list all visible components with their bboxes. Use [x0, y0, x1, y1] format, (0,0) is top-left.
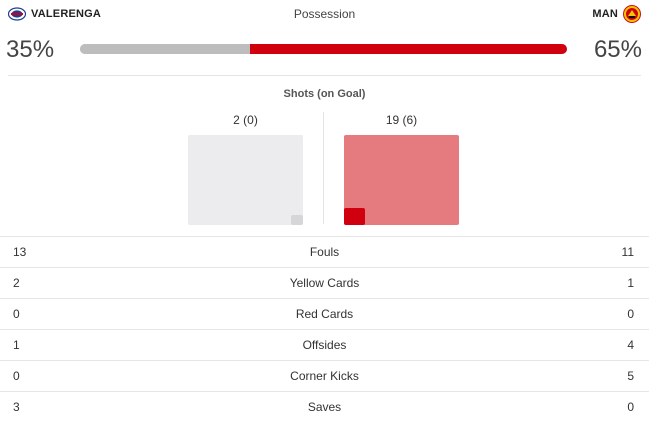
stat-label: Red Cards	[295, 307, 354, 321]
stat-label: Offsides	[302, 338, 347, 352]
home-shots-value: 2 (0)	[233, 113, 258, 127]
stat-label: Fouls	[309, 245, 340, 259]
home-shots-on-goal-fill	[291, 215, 303, 225]
stat-away-value: 1	[627, 276, 634, 290]
stat-away-value: 0	[627, 400, 634, 414]
away-shots-box	[344, 135, 459, 225]
away-team: MAN	[592, 4, 641, 24]
stat-row: 13 Fouls 11	[0, 236, 649, 267]
away-possession-fill	[250, 44, 567, 54]
stat-home-value: 13	[13, 245, 27, 259]
possession-bar	[80, 44, 567, 54]
stat-home-value: 2	[13, 276, 20, 290]
shots-title: Shots (on Goal)	[283, 88, 366, 100]
stat-home-value: 3	[13, 400, 20, 414]
home-possession-fill	[80, 44, 251, 54]
shots-separator	[323, 112, 324, 224]
stat-row: 1 Offsides 4	[0, 329, 649, 360]
stat-row: 2 Yellow Cards 1	[0, 267, 649, 298]
stat-row: 0 Corner Kicks 5	[0, 360, 649, 391]
stat-away-value: 4	[627, 338, 634, 352]
home-possession-pct: 35%	[6, 36, 55, 63]
valerenga-crest-icon	[8, 7, 26, 21]
away-shots-value: 19 (6)	[385, 113, 418, 127]
away-shots-on-goal-fill	[344, 208, 365, 225]
home-team-name: VALERENGA	[31, 8, 102, 20]
home-shots-box	[188, 135, 303, 225]
stat-row: 3 Saves 0	[0, 391, 649, 422]
stat-home-value: 0	[13, 307, 20, 321]
home-team: VALERENGA	[8, 4, 101, 24]
stat-row: 0 Red Cards 0	[0, 298, 649, 329]
stat-away-value: 5	[627, 369, 634, 383]
possession-title: Possession	[293, 7, 356, 21]
away-team-name: MAN	[592, 8, 618, 20]
stat-label: Corner Kicks	[290, 369, 359, 383]
stat-home-value: 0	[13, 369, 20, 383]
stat-away-value: 0	[627, 307, 634, 321]
away-possession-pct: 65%	[593, 36, 642, 63]
stat-label: Yellow Cards	[289, 276, 360, 290]
stat-away-value: 11	[621, 245, 634, 259]
manchester-united-crest-icon	[623, 5, 641, 23]
stat-home-value: 1	[13, 338, 20, 352]
stats-table: 13 Fouls 11 2 Yellow Cards 1 0 Red Cards 0 1 Offsi…	[0, 236, 649, 422]
section-divider	[8, 75, 641, 76]
stat-label: Saves	[307, 400, 342, 414]
